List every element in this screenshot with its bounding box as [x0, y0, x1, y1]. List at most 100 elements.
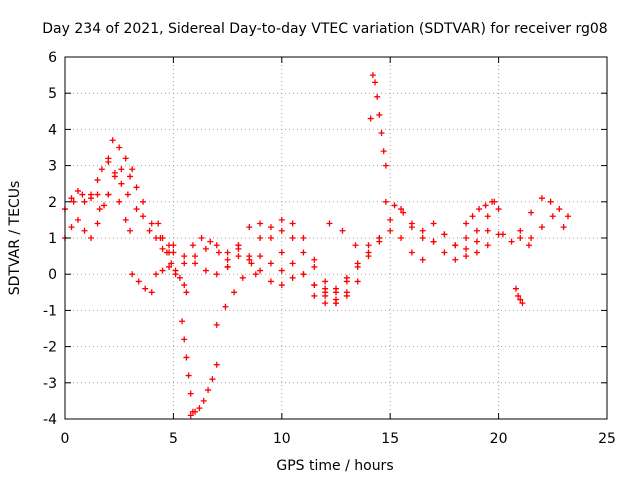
data-point	[289, 235, 296, 241]
data-point	[88, 195, 95, 202]
data-point	[300, 249, 307, 256]
data-point	[257, 253, 264, 260]
data-point	[75, 216, 82, 223]
series-arc-5	[116, 198, 177, 256]
data-point	[333, 289, 339, 296]
data-point	[215, 249, 222, 256]
data-point	[343, 274, 350, 281]
data-point	[352, 242, 359, 249]
data-point	[207, 238, 214, 245]
data-point	[153, 235, 160, 241]
y-tick-label: 2	[48, 195, 57, 211]
data-point	[382, 162, 389, 169]
data-point	[202, 267, 209, 274]
series-arc-8	[153, 263, 190, 296]
data-point	[339, 227, 346, 234]
data-point	[68, 224, 75, 231]
data-point	[239, 274, 246, 281]
data-point	[148, 289, 155, 296]
data-point	[473, 249, 480, 256]
data-point	[538, 224, 545, 231]
y-tick-label: 4	[48, 122, 57, 138]
data-point	[517, 296, 524, 303]
y-tick-label: 6	[48, 50, 57, 66]
data-point	[133, 206, 140, 213]
y-axis-label: SDTVAR / TECUs	[7, 181, 23, 296]
data-point	[463, 235, 470, 241]
data-point	[278, 249, 285, 256]
data-point	[231, 289, 238, 296]
data-point	[155, 220, 162, 227]
data-point	[333, 300, 339, 307]
data-point	[202, 245, 209, 252]
data-point	[463, 220, 470, 227]
data-point	[94, 220, 101, 227]
data-point	[367, 115, 374, 122]
y-tick-label: 1	[48, 231, 57, 247]
data-point	[354, 260, 361, 267]
data-point	[473, 227, 480, 234]
data-point	[185, 372, 192, 379]
data-point	[94, 177, 101, 184]
data-point	[489, 198, 496, 205]
data-point	[118, 180, 125, 187]
data-point	[70, 198, 77, 205]
data-point	[267, 224, 274, 231]
data-point	[463, 245, 470, 252]
x-tick-label: 15	[381, 431, 399, 447]
data-point	[519, 300, 526, 307]
series-arc-3	[70, 166, 134, 213]
data-point	[369, 72, 376, 79]
data-point	[94, 191, 101, 198]
data-point	[391, 202, 398, 209]
x-tick-label: 10	[273, 431, 291, 447]
data-point	[463, 253, 470, 260]
data-point	[235, 253, 242, 260]
data-point	[289, 274, 296, 281]
chart-title: Day 234 of 2021, Sidereal Day-to-day VTE…	[42, 21, 607, 37]
data-point	[441, 231, 448, 238]
data-point	[326, 220, 333, 227]
data-point	[109, 137, 116, 144]
data-point	[170, 249, 177, 256]
data-point	[508, 238, 515, 245]
data-point	[365, 242, 372, 249]
data-point	[146, 227, 153, 234]
series-arc-28	[517, 195, 571, 234]
data-point	[484, 213, 491, 220]
data-point	[213, 271, 220, 278]
data-point	[484, 242, 491, 249]
data-point	[122, 155, 129, 162]
y-tick-label: -1	[43, 303, 57, 319]
data-point	[311, 263, 318, 270]
data-point	[365, 253, 372, 260]
data-point	[224, 263, 231, 270]
data-point	[122, 216, 129, 223]
data-point	[179, 318, 186, 325]
data-point	[378, 130, 385, 137]
data-point	[499, 231, 506, 238]
data-point	[133, 184, 140, 191]
data-point	[398, 235, 405, 241]
data-point	[525, 242, 532, 249]
data-point	[124, 191, 131, 198]
data-point	[166, 263, 173, 270]
data-point	[549, 213, 556, 220]
data-point	[200, 397, 207, 404]
data-point	[96, 206, 103, 213]
series-arc-11	[181, 235, 231, 267]
data-point	[408, 220, 415, 227]
data-point	[159, 235, 166, 241]
data-point	[343, 289, 350, 296]
data-point	[300, 271, 307, 278]
data-point	[135, 278, 142, 285]
data-point	[311, 256, 318, 263]
series-arc-12	[170, 249, 242, 278]
y-tick-label: -3	[43, 376, 57, 392]
data-point	[116, 144, 123, 151]
data-point	[111, 173, 118, 180]
data-point	[311, 292, 318, 299]
data-point	[354, 278, 361, 285]
data-point	[246, 224, 253, 231]
data-point	[98, 166, 105, 173]
